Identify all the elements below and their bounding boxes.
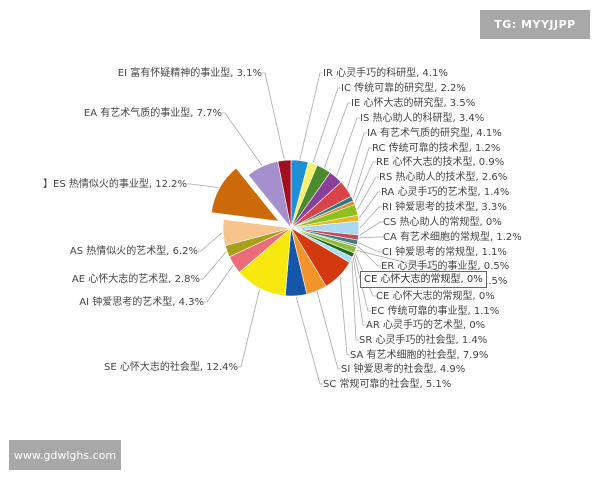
leader-line [352,147,372,199]
slice-label: AE 心怀大志的艺术型, 2.8% [72,272,200,285]
leader-line [357,176,379,210]
slice-label: RE 心怀大志的技术型, 0.9% [376,155,504,168]
slice-label: SI 钟爱思考的社会型, 4.9% [341,362,465,375]
slice-label: CI 钟爱思考的常规型, 1.1% [382,245,507,258]
leader-line [198,232,223,252]
leader-line [316,291,341,370]
pie-slice[interactable] [222,219,292,246]
slice-label: ER 心灵手巧的事业型, 0.5% [381,259,509,272]
slice-label: IA 有艺术气质的研究型, 4.1% [367,126,502,139]
leader-line [353,255,371,312]
slice-label: SE 心怀大志的社会型, 12.4% [104,360,238,373]
leader-line [352,257,366,326]
slice-label: EC 传统可靠的事业型, 1.1% [371,304,499,317]
slice-label: EI 富有怀疑精神的事业型, 3.1% [118,66,262,79]
slice-label: SR 心灵手巧的社会型, 1.4% [359,333,487,346]
slice-label: CE 心怀大志的常规型, 0% [376,289,495,302]
slice-label: RS 热心助人的技术型, 2.6% [379,170,507,183]
leader-line [312,87,341,163]
slice-label: IS 热心助人的科研型, 3.4% [360,111,484,124]
slice-label: IR 心灵手巧的科研型, 4.1% [323,66,448,79]
slice-label: SA 有艺术细胞的社会型, 7.9% [350,348,488,361]
leader-line [351,260,359,341]
slice-label: RI 钟爱思考的技术型, 3.3% [382,200,507,213]
leader-line [357,245,381,267]
slice-label: EA 有艺术气质的事业型, 7.7% [84,106,222,119]
leader-line [354,161,376,203]
slice-label: AS 热情似火的艺术型, 6.2% [70,244,198,257]
leader-line [200,251,227,280]
leader-line [336,117,360,177]
slice-label: CS 热心助人的常规型, 0% [383,215,502,228]
slice-label: RC 传统可靠的技术型, 1.2% [372,141,500,154]
leader-line [324,102,351,168]
leader-line [262,72,285,160]
slice-label: SC 常规可靠的社会型, 5.1% [323,377,451,390]
slice-label: IE 心怀大志的研究型, 3.5% [351,96,475,109]
leader-line [299,72,323,160]
leader-line [358,242,382,253]
leader-line [359,221,383,236]
leader-line [339,276,350,356]
pie-slice[interactable] [210,167,280,222]
pie-slice[interactable] [277,159,292,229]
slice-label: AR 心灵手巧的艺术型, 0% [366,318,485,331]
leader-line [222,112,263,166]
leader-line [347,132,367,189]
tooltip: CE 心怀大志的常规型, 0% [360,271,487,288]
leader-line [187,183,219,188]
watermark-bottom: www.gdwlghs.com [9,440,121,470]
slice-label: CA 有艺术细胞的常规型, 1.2% [383,230,522,243]
slice-label: IC 传统可靠的研究型, 2.2% [341,81,466,94]
watermark-top: TG: MYYJJPP [480,10,590,39]
leader-line [358,191,381,219]
leader-line [295,296,323,385]
slice-label: AI 钟爱思考的艺术型, 4.3% [79,295,204,308]
leader-line [359,206,382,229]
slice-label: 】ES 热情似火的事业型, 12.2% [43,177,187,190]
slice-label: RA 心灵手巧的艺术型, 1.4% [381,185,509,198]
leader-line [204,265,234,303]
slice-label: 1.5% [482,276,507,287]
leader-line [354,253,376,297]
leader-line [359,236,383,239]
leader-line [238,289,260,368]
